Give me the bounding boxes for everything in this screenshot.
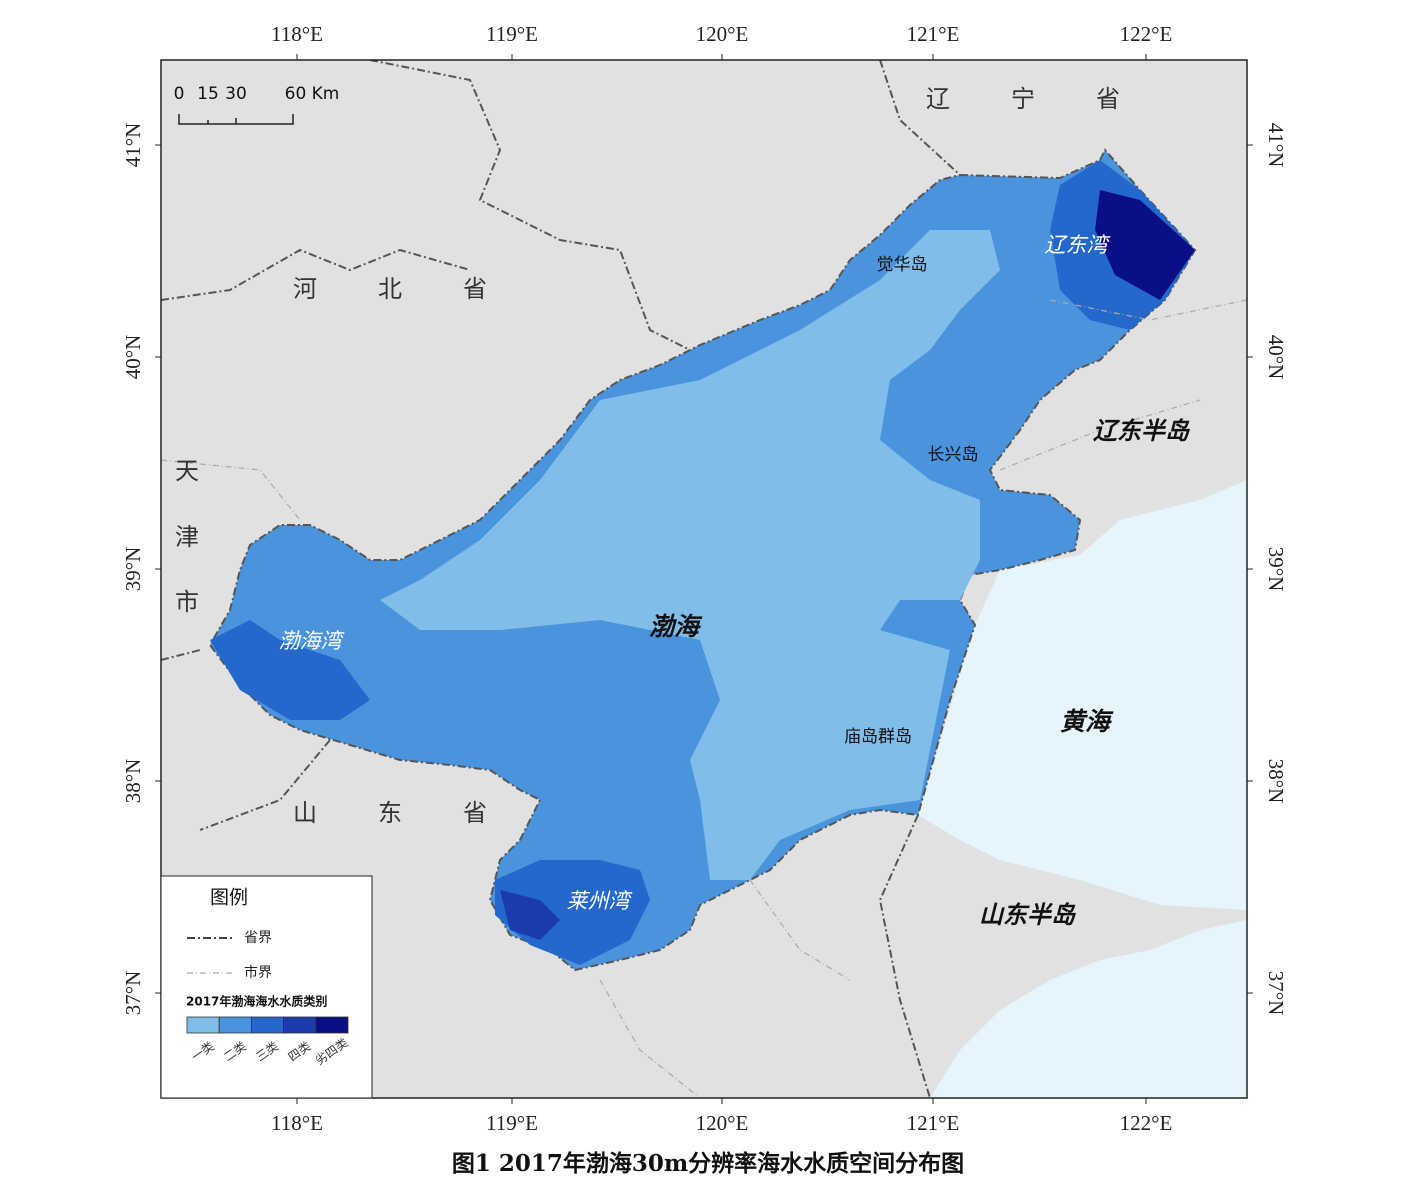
place-label: 辽东半岛 [1093,417,1191,445]
lon-label-top: 121°E [907,22,960,46]
lat-label-left: 38°N [121,759,145,804]
legend-swatch [218,1016,252,1034]
legend-title: 图例 [210,887,248,909]
place-label: 莱州湾 [567,889,633,913]
lat-label-right: 37°N [1264,971,1288,1016]
legend-boundary-label: 省界 [244,930,272,946]
place-label: 河 [293,275,317,303]
province-boundary [161,60,961,1098]
lat-label-right: 38°N [1264,759,1288,804]
place-label: 东 [378,799,402,827]
scale-bar-label: 15 [197,84,219,104]
city-boundary [161,299,1247,1098]
legend-swatch [250,1016,284,1034]
class-5-zone [1095,190,1195,300]
lat-label-left: 40°N [121,335,145,380]
place-label: 省 [463,799,487,827]
lon-label-bottom: 120°E [696,1111,749,1135]
lon-label-top: 119°E [486,22,538,46]
scale-bar-label: 30 [225,84,247,104]
place-label: 宁 [1011,85,1035,113]
place-label: 山 [293,799,317,827]
place-label: 市 [175,588,199,616]
legend-class-title: 2017年渤海海水水质类别 [186,994,327,1009]
class-3-zone [210,620,370,720]
place-label: 渤海湾 [279,629,345,653]
lat-label-left: 41°N [121,123,145,168]
legend-swatch [315,1016,349,1034]
lon-label-top: 118°E [271,22,323,46]
lat-label-left: 39°N [121,547,145,592]
yellow-sea [918,480,1247,1098]
scale-bar-line [178,114,294,125]
lon-label-bottom: 119°E [486,1111,538,1135]
scale-bar [178,114,294,125]
caption: 图1 2017年渤海30m分辨率海水水质空间分布图 [452,1150,964,1177]
place-label: 省 [1096,85,1120,113]
class-4-zone [500,890,560,940]
lat-label-right: 41°N [1264,123,1288,168]
place-label: 庙岛群岛 [844,727,912,747]
legend-swatch [186,1016,220,1034]
place-label: 省 [463,275,487,303]
scale-bar-label: 60 Km [285,84,340,104]
lat-label-left: 37°N [121,971,145,1016]
place-label: 辽东湾 [1045,233,1111,257]
class-3-zone [495,860,650,965]
lon-label-bottom: 118°E [271,1111,323,1135]
lon-label-bottom: 122°E [1120,1111,1173,1135]
lon-label-top: 120°E [696,22,749,46]
place-label: 辽 [926,85,950,113]
place-label: 山东半岛 [979,901,1077,929]
place-label: 长兴岛 [928,445,979,465]
place-label: 黄海 [1060,707,1114,736]
place-label: 北 [378,275,402,303]
legend-swatch [283,1016,317,1034]
place-label: 天 [175,457,199,485]
lon-label-bottom: 121°E [907,1111,960,1135]
legend-boundary-label: 市界 [244,964,272,981]
lon-label-top: 122°E [1120,22,1173,46]
map-frame [160,59,1248,1099]
scale-bar-label: 0 [174,84,185,104]
class-1-zone [380,230,1000,880]
lat-label-right: 39°N [1264,547,1288,592]
place-label: 觉华岛 [877,255,928,275]
place-label: 津 [175,523,199,551]
legend-box [160,875,373,1099]
place-label: 渤海 [649,612,703,641]
lat-label-right: 40°N [1264,335,1288,380]
